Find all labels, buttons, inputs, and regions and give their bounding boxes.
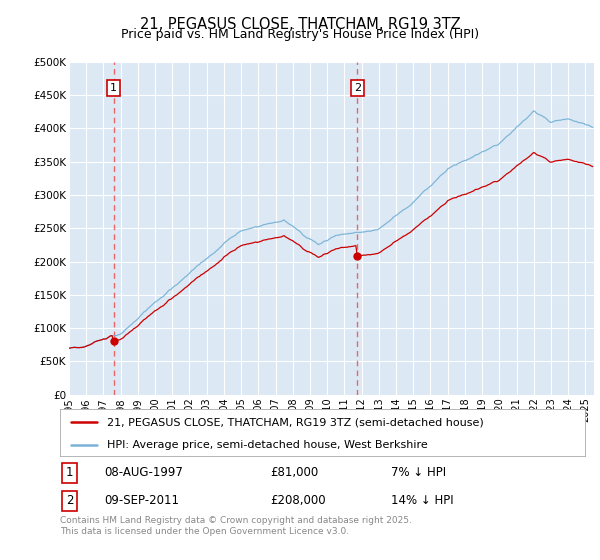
Text: 21, PEGASUS CLOSE, THATCHAM, RG19 3TZ: 21, PEGASUS CLOSE, THATCHAM, RG19 3TZ (140, 17, 460, 32)
Text: Price paid vs. HM Land Registry's House Price Index (HPI): Price paid vs. HM Land Registry's House … (121, 28, 479, 41)
Text: 08-AUG-1997: 08-AUG-1997 (104, 466, 184, 479)
Text: 2: 2 (66, 494, 73, 507)
Text: 2: 2 (354, 83, 361, 94)
Text: HPI: Average price, semi-detached house, West Berkshire: HPI: Average price, semi-detached house,… (107, 440, 428, 450)
Text: £81,000: £81,000 (270, 466, 318, 479)
Text: 09-SEP-2011: 09-SEP-2011 (104, 494, 179, 507)
Text: 14% ↓ HPI: 14% ↓ HPI (391, 494, 454, 507)
Text: Contains HM Land Registry data © Crown copyright and database right 2025.
This d: Contains HM Land Registry data © Crown c… (60, 516, 412, 536)
Text: 21, PEGASUS CLOSE, THATCHAM, RG19 3TZ (semi-detached house): 21, PEGASUS CLOSE, THATCHAM, RG19 3TZ (s… (107, 417, 484, 427)
Text: 1: 1 (66, 466, 73, 479)
Text: 1: 1 (110, 83, 117, 94)
Text: 7% ↓ HPI: 7% ↓ HPI (391, 466, 446, 479)
Text: £208,000: £208,000 (270, 494, 326, 507)
